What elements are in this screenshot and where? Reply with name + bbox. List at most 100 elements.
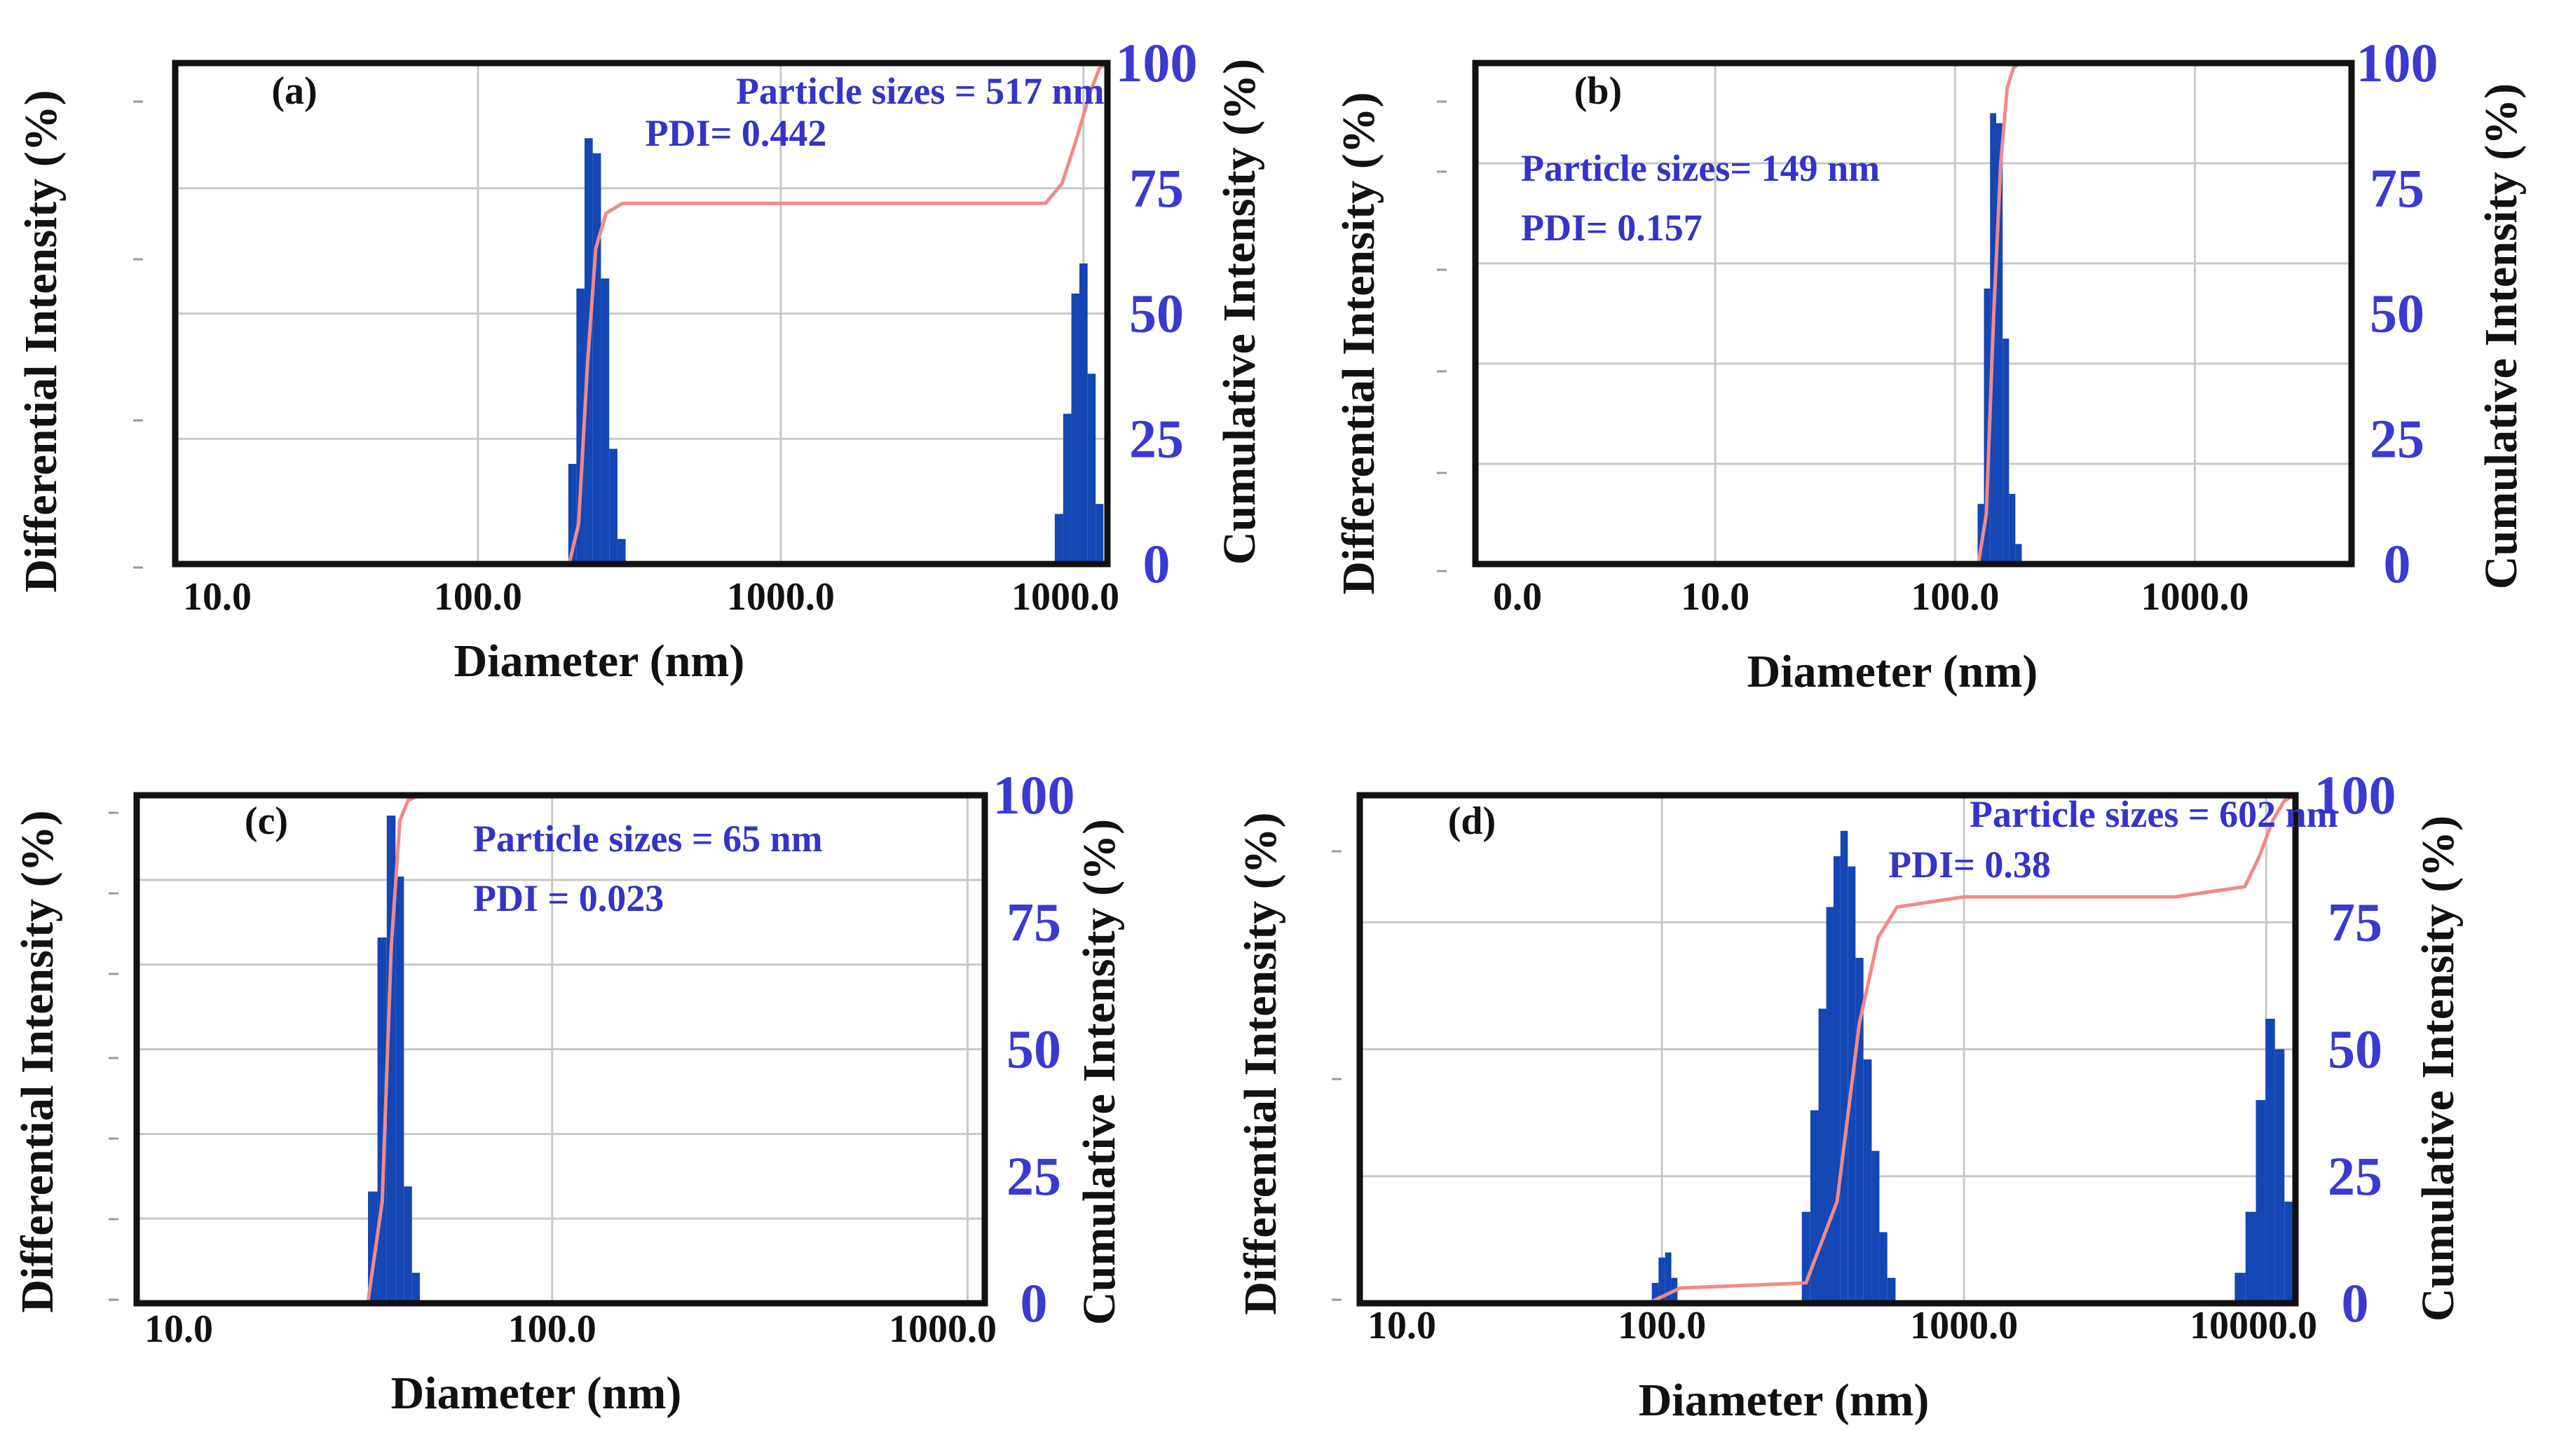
- distribution-bar: [1863, 1059, 1872, 1303]
- right-y-axis-title: Cumulative Intensity (%): [1074, 819, 1125, 1325]
- right-y-tick-label: 100: [993, 764, 1075, 825]
- chart-panel-b: 0.0 10.0 100.0 1000.0 0 25 50 75 100 Diameter (nm…: [1333, 32, 2527, 697]
- right-y-tick-label: 0: [1021, 1272, 1048, 1333]
- chart-panel-d: 10.0 100.0 1000.0 10000.0 0 25 50 75 100 Diameter…: [1235, 764, 2464, 1426]
- right-y-axis-title: Cumulative Intensity (%): [2413, 816, 2464, 1321]
- x-tick-label: 10.0: [1681, 575, 1749, 619]
- distribution-bar: [1087, 373, 1096, 564]
- plot-frame: [1356, 792, 2299, 1307]
- distribution-bar: [2009, 493, 2016, 564]
- particle-size-annotation: Particle sizes = 602 nm: [1970, 793, 2338, 835]
- distribution-bar: [1855, 958, 1864, 1303]
- right-y-tick-label: 50: [2328, 1019, 2382, 1080]
- pdi-annotation: PDI= 0.38: [1888, 844, 2051, 886]
- distribution-bar: [601, 278, 610, 564]
- plot-area: [1475, 63, 2352, 564]
- distribution-bar: [1871, 1151, 1880, 1303]
- x-tick-label: 100.0: [1911, 575, 1999, 619]
- x-axis-title: Diameter (nm): [391, 1368, 682, 1419]
- panel-tag: (b): [1574, 69, 1622, 113]
- distribution-bar: [395, 877, 404, 1303]
- distribution-bar: [576, 288, 585, 564]
- distribution-bar: [1984, 288, 1991, 564]
- right-y-tick-label: 25: [2370, 408, 2424, 469]
- x-tick-label: 1000.0: [727, 575, 835, 619]
- pdi-annotation: PDI= 0.442: [646, 112, 827, 154]
- x-tick-label: 1000.0: [1011, 575, 1119, 619]
- distribution-bar: [404, 1186, 412, 1303]
- x-tick-label: 10.0: [144, 1307, 213, 1351]
- x-tick-label: 10.0: [1367, 1304, 1436, 1347]
- distribution-bar: [1651, 1283, 1659, 1303]
- distribution-bar: [1810, 1110, 1819, 1303]
- distribution-bar: [1826, 907, 1834, 1303]
- distribution-bar: [2265, 1019, 2275, 1303]
- distribution-bar: [2274, 1049, 2285, 1303]
- right-y-tick-label: 50: [2370, 283, 2424, 344]
- right-y-tick-label: 75: [2328, 891, 2382, 952]
- left-y-axis-title: Differential Intensity (%): [1333, 92, 1384, 594]
- right-y-tick-label: 50: [1007, 1019, 1061, 1080]
- left-y-axis-title: Differential Intensity (%): [15, 90, 67, 592]
- x-tick-label: 10000.0: [2190, 1304, 2317, 1347]
- panel-tag: (a): [271, 69, 317, 113]
- distribution-bar: [617, 539, 626, 564]
- distribution-bar: [609, 448, 617, 564]
- right-y-tick-label: 100: [1116, 32, 1198, 93]
- particle-size-annotation: Particle sizes= 149 nm: [1521, 147, 1880, 189]
- distribution-bar: [1879, 1232, 1888, 1303]
- x-axis-title: Diameter (nm): [454, 636, 745, 687]
- distribution-bar: [2256, 1100, 2266, 1303]
- right-y-tick-label: 100: [2356, 32, 2438, 93]
- x-tick-label: 100.0: [508, 1307, 596, 1351]
- right-y-axis-title: Cumulative Intensity (%): [2476, 83, 2527, 589]
- distribution-bar: [592, 153, 601, 564]
- x-tick-label: 100.0: [434, 575, 522, 619]
- distribution-bar: [1887, 1277, 1896, 1303]
- right-y-tick-label: 75: [2370, 158, 2424, 219]
- distribution-bar: [1665, 1252, 1672, 1303]
- distribution-bar: [1079, 263, 1088, 564]
- plot-frame: [172, 60, 1111, 568]
- right-y-tick-label: 25: [1129, 408, 1184, 469]
- distribution-bar: [568, 464, 577, 564]
- distribution-bar: [1096, 504, 1104, 564]
- pdi-annotation: PDI = 0.023: [473, 877, 664, 919]
- distribution-bar: [2245, 1211, 2256, 1303]
- distribution-bar: [2234, 1272, 2246, 1303]
- distribution-bar: [2284, 1202, 2294, 1303]
- distribution-bar: [1977, 504, 1984, 564]
- x-tick-label: 1000.0: [2141, 575, 2249, 619]
- x-axis-title: Diameter (nm): [1639, 1375, 1930, 1426]
- left-y-axis-title: Differential Intensity (%): [12, 810, 63, 1312]
- x-tick-label: 100.0: [1618, 1304, 1706, 1347]
- distribution-bar: [1996, 123, 2003, 565]
- distribution-bar: [411, 1272, 420, 1303]
- panel-tag: (c): [245, 799, 288, 843]
- chart-panel-a: 10.0 100.0 1000.0 1000.0 0 25 50 75 100 Diameter …: [15, 32, 1265, 687]
- right-y-tick-label: 50: [1129, 283, 1184, 344]
- right-y-axis-title: Cumulative Intensity (%): [1214, 59, 1265, 565]
- right-y-tick-label: 0: [1143, 533, 1171, 594]
- x-tick-label: 1000.0: [889, 1307, 997, 1351]
- x-axis-title: Diameter (nm): [1747, 646, 2038, 697]
- chart-panel-c: 10.0 100.0 1000.0 0 25 50 75 100 Diameter (nm) Di…: [12, 764, 1125, 1419]
- distribution-bar: [1818, 1008, 1827, 1303]
- right-y-tick-label: 0: [2342, 1272, 2369, 1333]
- left-y-axis-title: Differential Intensity (%): [1235, 812, 1286, 1314]
- right-y-tick-label: 25: [2328, 1146, 2382, 1207]
- distribution-bar: [1054, 514, 1063, 564]
- particle-size-annotation: Particle sizes = 517 nm: [736, 70, 1105, 112]
- right-y-tick-label: 0: [2384, 533, 2411, 594]
- particle-size-annotation: Particle sizes = 65 nm: [473, 818, 823, 860]
- distribution-bar: [2015, 544, 2022, 564]
- cumulative-line: [567, 61, 1109, 565]
- pdi-annotation: PDI= 0.157: [1521, 207, 1703, 249]
- distribution-bar: [1071, 293, 1079, 564]
- distribution-bar: [1833, 856, 1841, 1303]
- plot-frame: [1472, 60, 2355, 568]
- plot-frame: [133, 792, 988, 1307]
- right-y-tick-label: 25: [1007, 1146, 1061, 1207]
- right-y-tick-label: 75: [1129, 158, 1184, 219]
